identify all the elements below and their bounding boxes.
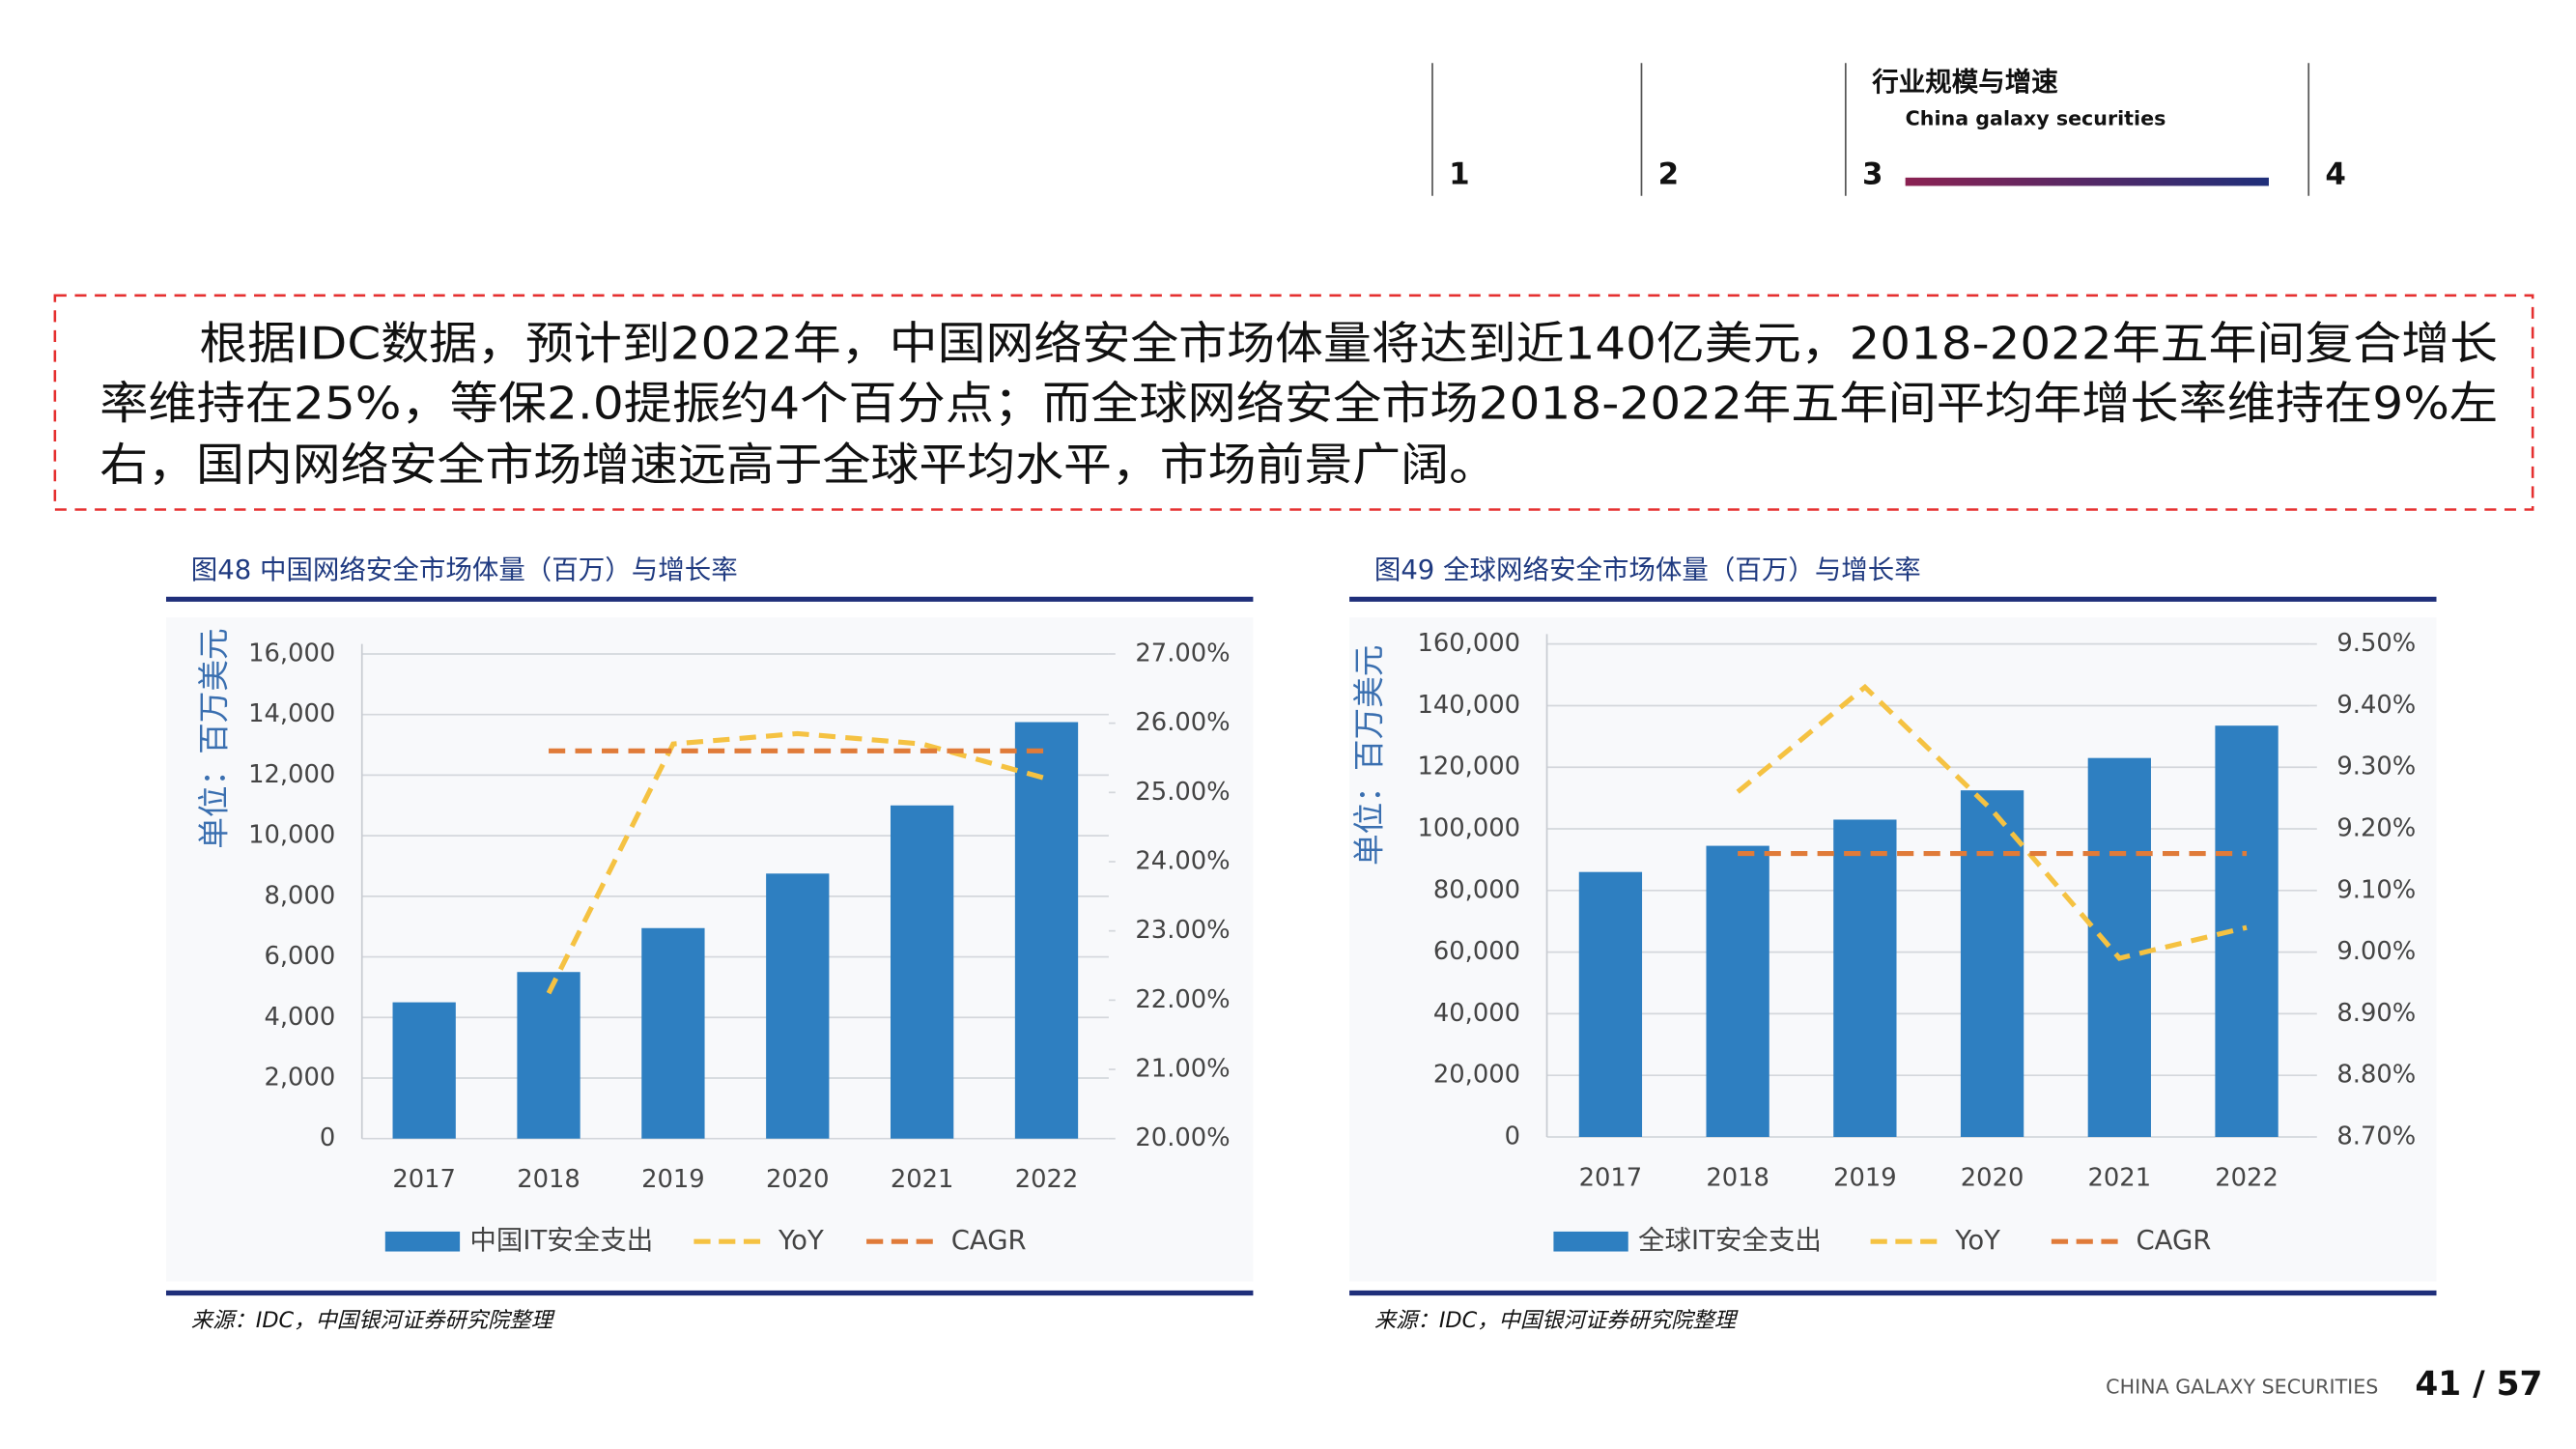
- y2-tick-label: 9.40%: [2336, 691, 2416, 720]
- chart-source: 来源：IDC，中国银河证券研究院整理: [191, 1308, 555, 1333]
- y2-tick-label: 26.00%: [1135, 708, 1230, 737]
- page-number: 41 / 57: [2415, 1365, 2542, 1404]
- legend-label: CAGR: [951, 1225, 1027, 1256]
- y-tick-label: 20,000: [1433, 1061, 1520, 1090]
- y-tick-label: 12,000: [248, 760, 335, 789]
- y-axis-label: 单位：百万美元: [196, 628, 233, 848]
- y-tick-label: 6,000: [264, 942, 335, 971]
- summary-line: 根据IDC数据，预计到2022年，中国网络安全市场体量将达到近140亿美元，20…: [199, 318, 2498, 370]
- nav-item[interactable]: 4: [2325, 157, 2346, 192]
- nav-item[interactable]: 2: [1658, 157, 1680, 192]
- summary: 根据IDC数据，预计到2022年，中国网络安全市场体量将达到近140亿美元，20…: [53, 294, 2534, 511]
- x-tick-label: 2022: [2215, 1163, 2279, 1192]
- y2-tick-label: 9.20%: [2336, 814, 2416, 843]
- summary-line: 率维持在25%，等保2.0提振约4个百分点；而全球网络安全市场2018-2022…: [99, 377, 2498, 429]
- chart: 图48 中国网络安全市场体量（百万）与增长率来源：IDC，中国银河证券研究院整理…: [165, 554, 1254, 1333]
- y2-tick-label: 9.10%: [2336, 875, 2416, 904]
- y-tick-label: 60,000: [1433, 937, 1520, 966]
- chart: 图49 全球网络安全市场体量（百万）与增长率来源：IDC，中国银河证券研究院整理…: [1349, 554, 2437, 1333]
- bar: [641, 927, 705, 1139]
- section-subtitle: China galaxy securities: [1906, 107, 2166, 130]
- y2-tick-label: 8.70%: [2336, 1122, 2416, 1151]
- y2-tick-label: 9.50%: [2336, 629, 2416, 658]
- y-tick-label: 40,000: [1433, 999, 1520, 1028]
- y2-tick-label: 21.00%: [1135, 1055, 1230, 1084]
- legend-label: YoY: [1954, 1225, 2000, 1256]
- bar: [517, 972, 580, 1139]
- y2-tick-label: 23.00%: [1135, 916, 1230, 945]
- y2-tick-label: 9.30%: [2336, 753, 2416, 781]
- y-tick-label: 0: [320, 1123, 335, 1152]
- x-tick-label: 2017: [392, 1165, 456, 1194]
- bar: [1014, 722, 1079, 1139]
- y-tick-label: 16,000: [248, 639, 335, 668]
- bar: [1706, 845, 1769, 1137]
- y2-tick-label: 22.00%: [1135, 985, 1230, 1014]
- y-tick-label: 10,000: [248, 821, 335, 850]
- x-tick-label: 2019: [641, 1165, 705, 1194]
- x-tick-label: 2021: [891, 1165, 954, 1194]
- bar: [890, 805, 954, 1139]
- nav-indicator: [1905, 177, 2269, 186]
- line-series: [546, 730, 1048, 995]
- x-tick-label: 2018: [1706, 1163, 1769, 1192]
- y2-tick-label: 8.80%: [2336, 1061, 2416, 1090]
- y2-tick-label: 9.00%: [2336, 937, 2416, 966]
- legend-swatch: [384, 1231, 461, 1252]
- summary-box: [53, 294, 2534, 511]
- section-title: 行业规模与增速: [1871, 67, 2058, 98]
- x-tick-label: 2020: [1961, 1163, 2024, 1192]
- chart-source: 来源：IDC，中国银河证券研究院整理: [1374, 1308, 1739, 1333]
- bar: [766, 873, 830, 1139]
- nav-item[interactable]: 1: [1449, 157, 1470, 192]
- legend-label: 中国IT安全支出: [469, 1225, 653, 1256]
- footer-company: CHINA GALAXY SECURITIES: [2106, 1375, 2378, 1398]
- header: 1 2 3 4 行业规模与增速 China galaxy securities: [1431, 63, 2346, 196]
- y-tick-label: 120,000: [1417, 753, 1520, 781]
- y2-tick-label: 24.00%: [1135, 846, 1230, 875]
- y2-tick-label: 25.00%: [1135, 778, 1230, 807]
- summary-line: 右，国内网络安全市场增速远高于全球平均水平，市场前景广阔。: [99, 439, 1497, 491]
- bar: [1960, 790, 2024, 1137]
- x-tick-label: 2018: [517, 1165, 580, 1194]
- bar: [2087, 757, 2151, 1137]
- y2-tick-label: 8.90%: [2336, 999, 2416, 1028]
- bar: [1578, 871, 1643, 1137]
- chart-title: 图49 全球网络安全市场体量（百万）与增长率: [1374, 554, 1921, 585]
- x-tick-label: 2022: [1015, 1165, 1079, 1194]
- footer: CHINA GALAXY SECURITIES 41 / 57: [2106, 1365, 2542, 1404]
- legend-swatch: [1553, 1231, 1628, 1252]
- x-tick-label: 2021: [2088, 1163, 2152, 1192]
- nav-item[interactable]: 3: [1862, 157, 1883, 192]
- y-tick-label: 2,000: [264, 1063, 335, 1092]
- y-tick-label: 80,000: [1433, 875, 1520, 904]
- y-axis-label: 单位：百万美元: [1350, 645, 1387, 866]
- chart-title: 图48 中国网络安全市场体量（百万）与增长率: [191, 554, 738, 585]
- legend-label: CAGR: [2137, 1225, 2212, 1256]
- y2-tick-label: 20.00%: [1135, 1123, 1230, 1152]
- line-series: [1736, 683, 2248, 961]
- bar: [392, 1002, 456, 1139]
- y-tick-label: 160,000: [1417, 629, 1520, 658]
- x-tick-label: 2017: [1579, 1163, 1643, 1192]
- y-tick-label: 4,000: [264, 1003, 335, 1032]
- x-tick-label: 2019: [1833, 1163, 1897, 1192]
- y-tick-label: 0: [1505, 1122, 1520, 1151]
- y-tick-label: 140,000: [1417, 691, 1520, 720]
- legend-label: YoY: [778, 1225, 824, 1256]
- y-tick-label: 14,000: [248, 699, 335, 728]
- y-tick-label: 8,000: [264, 881, 335, 910]
- y2-tick-label: 27.00%: [1135, 639, 1230, 668]
- x-tick-label: 2020: [766, 1165, 830, 1194]
- bar: [1833, 819, 1897, 1137]
- y-tick-label: 100,000: [1417, 814, 1520, 843]
- legend-label: 全球IT安全支出: [1638, 1225, 1822, 1256]
